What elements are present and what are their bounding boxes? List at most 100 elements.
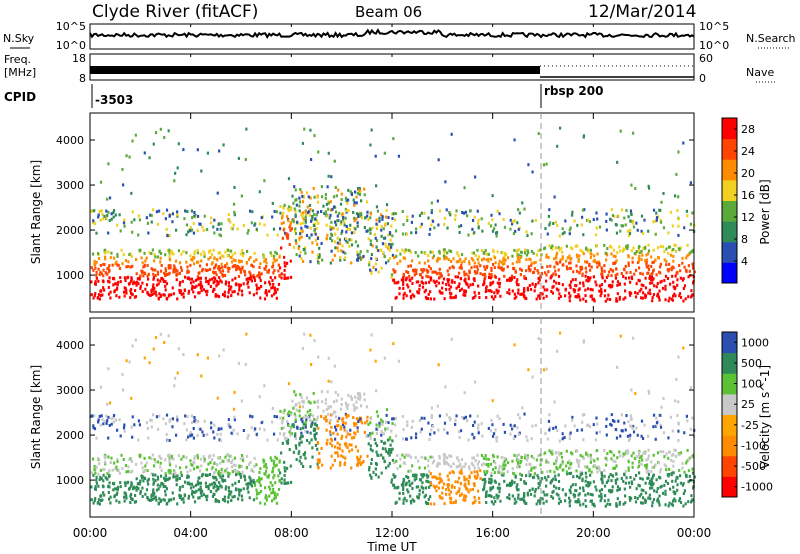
- data-cell: [230, 285, 233, 289]
- data-cell: [543, 493, 546, 497]
- data-cell: [353, 424, 356, 428]
- data-cell: [537, 476, 540, 480]
- data-cell: [332, 400, 336, 404]
- data-cell: [152, 272, 155, 276]
- data-cell: [185, 438, 188, 442]
- data-cell: [97, 213, 100, 217]
- data-cell: [385, 245, 388, 249]
- data-cell: [93, 427, 97, 431]
- data-cell: [366, 434, 369, 438]
- data-cell: [139, 284, 142, 288]
- ytick-label: 2000: [56, 429, 84, 442]
- data-cell: [164, 284, 167, 288]
- data-cell: [670, 472, 673, 476]
- data-cell: [94, 487, 97, 491]
- data-cell: [476, 476, 479, 480]
- data-cell: [664, 274, 668, 278]
- data-cell: [648, 276, 651, 280]
- data-cell: [645, 265, 649, 269]
- data-cell: [467, 479, 470, 483]
- data-cell: [587, 277, 591, 281]
- data-cell: [172, 475, 175, 479]
- data-cell: [517, 458, 520, 462]
- data-cell: [93, 499, 96, 503]
- data-cell: [473, 215, 476, 219]
- data-cell: [189, 281, 193, 285]
- data-cell: [534, 487, 537, 491]
- data-cell: [671, 429, 674, 433]
- data-cell: [577, 498, 580, 502]
- data-cell: [119, 280, 122, 284]
- data-cell: [598, 489, 601, 493]
- data-cell: [95, 436, 98, 440]
- data-cell: [109, 501, 112, 505]
- data-cell: [137, 487, 140, 491]
- data-cell: [102, 286, 105, 290]
- data-cell: [516, 283, 519, 287]
- data-cell: [657, 499, 660, 503]
- data-cell: [269, 456, 272, 460]
- data-cell: [343, 461, 347, 465]
- data-cell: [604, 251, 607, 255]
- data-cell: [171, 425, 174, 429]
- data-cell: [625, 450, 628, 454]
- data-cell: [532, 475, 536, 479]
- data-cell: [568, 254, 571, 258]
- data-cell: [490, 273, 493, 277]
- data-cell: [369, 231, 372, 235]
- data-cell: [575, 469, 578, 473]
- data-cell: [173, 470, 176, 474]
- data-cell: [511, 262, 514, 266]
- data-cell: [648, 288, 651, 292]
- data-cell: [350, 443, 353, 447]
- data-cell: [558, 292, 561, 296]
- data-cell: [561, 257, 564, 261]
- data-cell: [463, 478, 466, 482]
- data-cell: [551, 449, 554, 453]
- data-cell: [168, 271, 171, 275]
- data-cell: [517, 248, 520, 252]
- data-cell: [283, 408, 286, 412]
- data-cell: [461, 211, 464, 215]
- data-cell: [223, 479, 227, 483]
- data-cell: [340, 397, 343, 401]
- data-cell: [277, 487, 281, 491]
- data-cell: [513, 480, 516, 484]
- data-cell: [336, 432, 339, 436]
- data-cell: [483, 277, 486, 281]
- data-cell: [397, 359, 401, 363]
- data-cell: [414, 456, 417, 460]
- data-cell: [162, 498, 165, 502]
- data-cell: [168, 459, 171, 463]
- data-cell: [629, 475, 632, 479]
- data-cell: [193, 455, 196, 459]
- data-cell: [353, 201, 356, 205]
- data-cell: [159, 260, 162, 264]
- data-cell: [93, 294, 96, 298]
- colorbar-swatch: [722, 241, 737, 263]
- data-cell: [523, 412, 526, 416]
- data-cell: [542, 285, 545, 289]
- data-cell: [667, 474, 670, 478]
- data-cell: [429, 277, 433, 281]
- data-cell: [487, 221, 490, 225]
- data-cell: [630, 219, 633, 223]
- data-cell: [536, 269, 539, 273]
- data-cell: [448, 492, 451, 496]
- data-cell: [658, 265, 662, 269]
- data-cell: [324, 193, 328, 197]
- data-cell: [671, 248, 674, 252]
- data-cell: [654, 232, 657, 236]
- data-cell: [233, 264, 236, 268]
- data-cell: [413, 499, 416, 503]
- data-cell: [318, 458, 321, 462]
- data-cell: [614, 222, 617, 226]
- data-cell: [253, 483, 257, 487]
- data-cell: [561, 468, 564, 472]
- data-cell: [582, 486, 585, 490]
- data-cell: [116, 487, 119, 491]
- data-cell: [438, 476, 441, 480]
- data-cell: [265, 498, 268, 502]
- data-cell: [139, 286, 142, 290]
- data-cell: [420, 222, 423, 226]
